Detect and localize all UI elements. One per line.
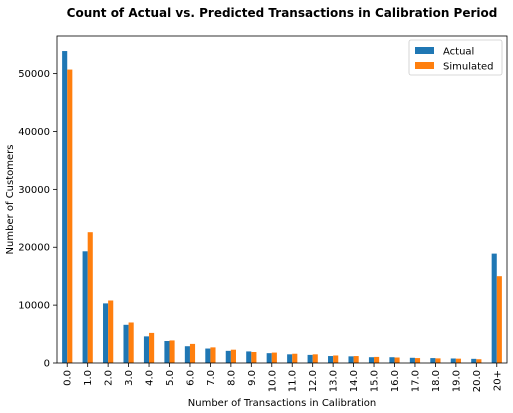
x-tick-label: 12.0: [308, 370, 319, 392]
x-tick-label: 1.0: [83, 370, 94, 386]
x-tick-label: 19.0: [451, 370, 462, 392]
bar-actual: [266, 353, 272, 363]
x-tick-label: 3.0: [124, 370, 135, 386]
bar-actual: [103, 303, 109, 363]
x-tick-label: 14.0: [349, 370, 360, 392]
x-tick-label: 0.0: [63, 370, 74, 386]
x-tick-label: 9.0: [247, 370, 258, 386]
bar-actual: [205, 348, 211, 363]
bar-simulated: [292, 353, 298, 363]
bar-simulated: [476, 359, 482, 363]
bar-actual: [430, 358, 436, 363]
x-tick-label: 18.0: [431, 370, 442, 392]
x-tick-label: 10.0: [267, 370, 278, 392]
bar-simulated: [251, 352, 257, 363]
bar-simulated: [353, 356, 359, 363]
bar-actual: [225, 350, 231, 363]
bar-actual: [471, 358, 477, 363]
bar-simulated: [108, 300, 114, 363]
bar-actual: [164, 341, 170, 363]
y-axis-ticks: 0 10000 20000 30000 40000 50000: [18, 69, 57, 370]
bar-simulated: [394, 357, 400, 363]
bar-actual: [62, 51, 68, 363]
bar-actual: [143, 336, 150, 363]
x-tick-label: 2.0: [104, 370, 115, 386]
bar-actual: [450, 358, 456, 363]
x-tick-label: 5.0: [165, 370, 176, 386]
bars: [62, 51, 502, 363]
legend-swatch-actual: [415, 47, 434, 54]
x-tick-label: 11.0: [288, 370, 299, 392]
bar-actual: [409, 357, 415, 363]
y-axis-label: Number of Customers: [5, 145, 16, 255]
x-tick-label: 7.0: [206, 370, 217, 386]
x-tick-label: 20.0: [472, 370, 483, 392]
bar-actual: [307, 354, 313, 363]
y-tick-label: 30000: [18, 185, 50, 196]
bar-simulated: [189, 343, 196, 363]
bar-simulated: [414, 358, 421, 363]
x-tick-label: 20+: [492, 370, 503, 391]
x-tick-label: 4.0: [145, 370, 156, 386]
bar-simulated: [496, 276, 502, 363]
bar-simulated: [230, 349, 236, 363]
x-tick-label: 8.0: [226, 370, 237, 386]
x-tick-label: 6.0: [185, 370, 196, 386]
bar-simulated: [128, 322, 134, 363]
chart-title: Count of Actual vs. Predicted Transactio…: [67, 6, 498, 20]
legend-label-actual: Actual: [443, 47, 474, 58]
y-tick-label: 40000: [18, 127, 50, 138]
bar-simulated: [435, 358, 441, 363]
x-tick-label: 17.0: [410, 370, 421, 392]
bar-simulated: [67, 69, 73, 363]
x-tick-label: 13.0: [329, 370, 340, 392]
x-axis-ticks: 0.0 1.0 2.0 3.0 4.0 5.0 6.0 7.0 8.0 9.0 10.0 11.0 12…: [63, 363, 503, 392]
y-tick-label: 0: [44, 359, 50, 370]
x-tick-label: 16.0: [390, 370, 401, 392]
bar-actual: [184, 346, 190, 363]
bar-simulated: [312, 354, 318, 363]
x-tick-label: 15.0: [370, 370, 381, 392]
bar-simulated: [333, 355, 339, 363]
plot-frame: [56, 35, 508, 364]
y-tick-label: 50000: [18, 69, 50, 80]
bar-actual: [246, 351, 252, 363]
bar-actual: [123, 324, 129, 363]
bar-simulated: [169, 340, 175, 363]
bar-actual: [82, 251, 88, 363]
bar-actual: [348, 356, 354, 363]
bar-simulated: [374, 356, 380, 363]
bar-simulated: [455, 358, 461, 363]
bar-actual: [328, 356, 334, 363]
bar-simulated: [210, 347, 216, 363]
bar-simulated: [87, 232, 93, 363]
x-axis-label: Number of Transactions in Calibration: [188, 398, 376, 409]
bar-simulated: [271, 352, 277, 363]
bar-actual: [389, 357, 395, 363]
bar-actual: [491, 253, 497, 363]
y-tick-label: 10000: [18, 301, 50, 312]
bar-actual: [368, 357, 375, 363]
legend: Actual Simulated: [408, 39, 503, 76]
bar-simulated: [149, 332, 155, 363]
legend-swatch-simulated: [415, 62, 434, 69]
y-tick-label: 20000: [18, 243, 50, 254]
bar-actual: [287, 354, 293, 363]
legend-label-simulated: Simulated: [443, 62, 494, 73]
